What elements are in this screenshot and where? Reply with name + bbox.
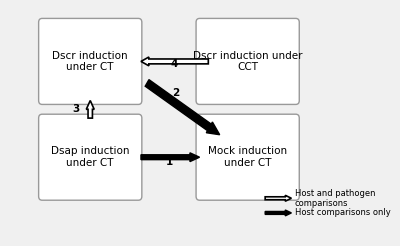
Text: Host comparisons only: Host comparisons only: [295, 208, 391, 217]
Text: Dscr induction
under CT: Dscr induction under CT: [52, 51, 128, 72]
Text: 4: 4: [170, 59, 178, 69]
Text: 3: 3: [72, 104, 80, 114]
FancyArrow shape: [265, 210, 291, 216]
Text: 2: 2: [172, 88, 180, 98]
Text: Host and pathogen
comparisons: Host and pathogen comparisons: [295, 189, 375, 208]
Text: 1: 1: [166, 157, 174, 167]
FancyArrow shape: [141, 57, 208, 66]
Text: Mock induction
under CT: Mock induction under CT: [208, 146, 287, 168]
FancyArrow shape: [265, 195, 291, 201]
FancyArrow shape: [86, 101, 94, 118]
FancyBboxPatch shape: [196, 18, 299, 105]
FancyArrow shape: [145, 80, 220, 135]
FancyBboxPatch shape: [196, 114, 299, 200]
FancyArrow shape: [141, 153, 200, 162]
Text: Dsap induction
under CT: Dsap induction under CT: [51, 146, 130, 168]
Text: Dscr induction under
CCT: Dscr induction under CCT: [193, 51, 302, 72]
FancyBboxPatch shape: [39, 114, 142, 200]
FancyBboxPatch shape: [39, 18, 142, 105]
